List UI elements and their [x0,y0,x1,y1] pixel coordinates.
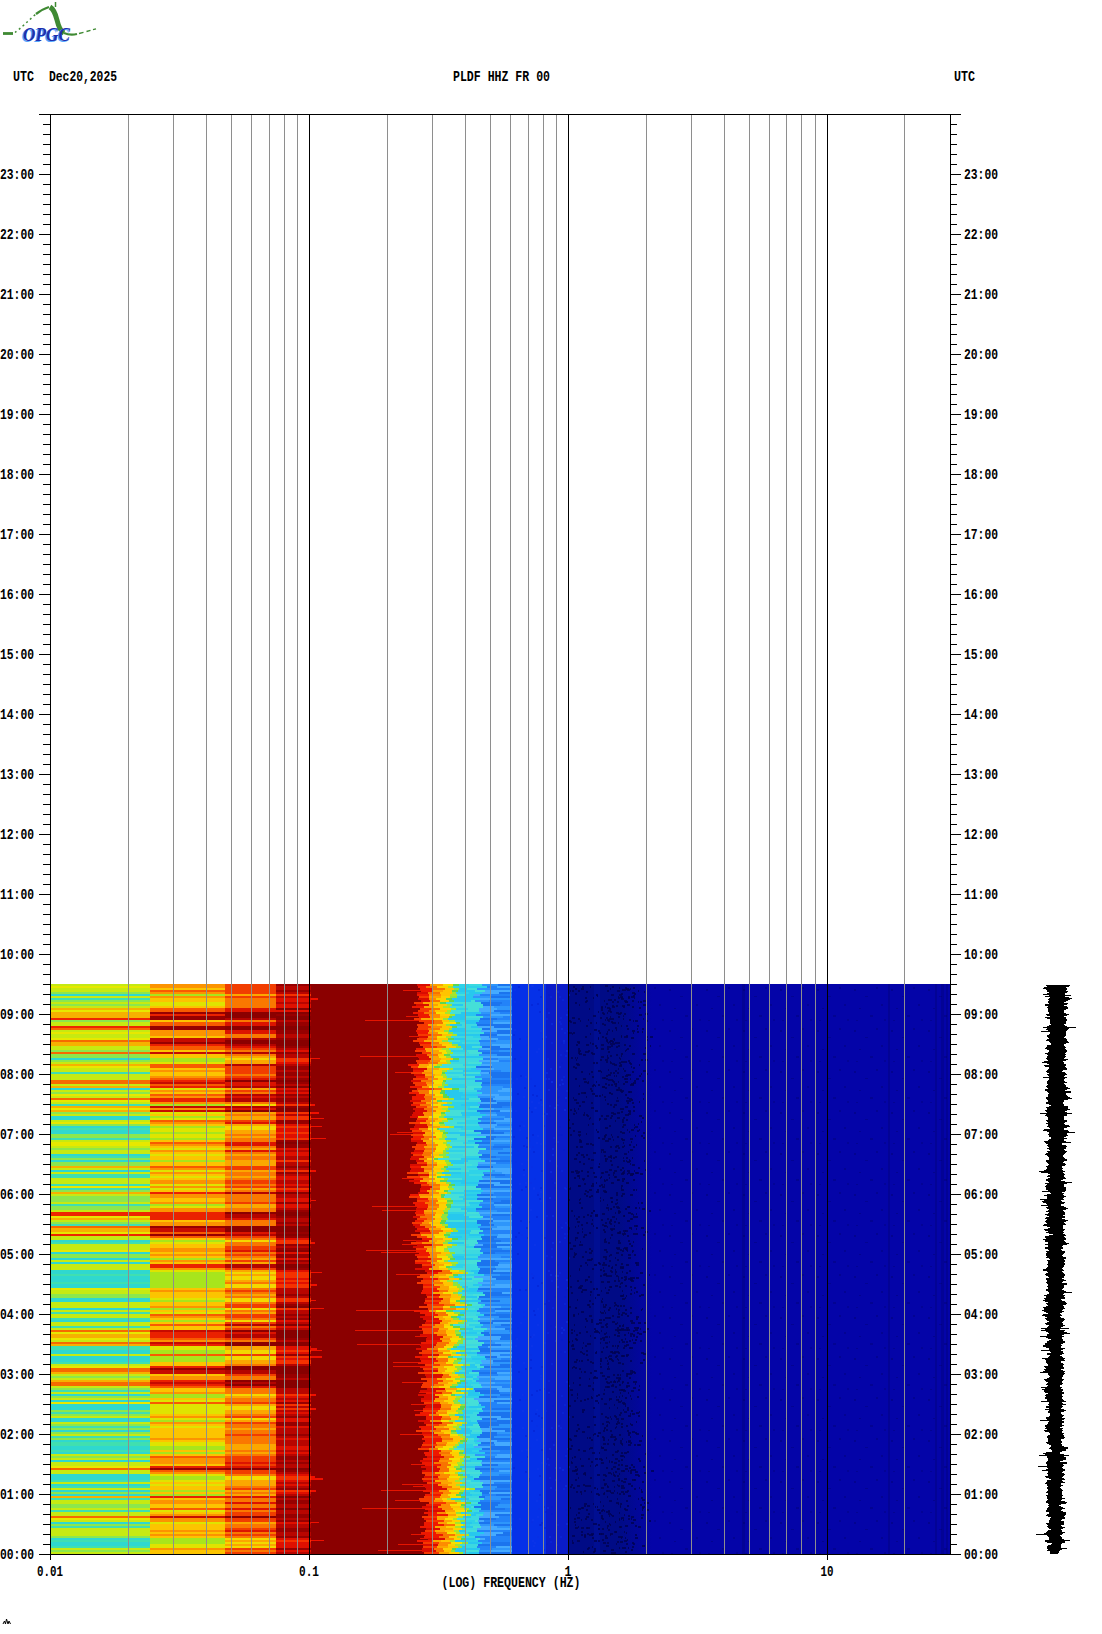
svg-text:17:00: 17:00 [964,527,998,543]
svg-text:UTC: UTC [13,69,34,85]
svg-text:06:00: 06:00 [0,1187,34,1203]
svg-text:21:00: 21:00 [0,287,34,303]
svg-text:05:00: 05:00 [0,1247,34,1263]
svg-text:(LOG) FREQUENCY (HZ): (LOG) FREQUENCY (HZ) [442,1575,581,1591]
svg-text:14:00: 14:00 [0,707,34,723]
svg-text:0.01: 0.01 [37,1564,63,1580]
svg-text:10:00: 10:00 [0,947,34,963]
svg-text:18:00: 18:00 [964,467,998,483]
svg-text:23:00: 23:00 [964,167,998,183]
svg-text:17:00: 17:00 [0,527,34,543]
svg-text:20:00: 20:00 [0,347,34,363]
svg-text:21:00: 21:00 [964,287,998,303]
svg-text:08:00: 08:00 [964,1067,998,1083]
svg-text:19:00: 19:00 [0,407,34,423]
svg-text:02:00: 02:00 [964,1427,998,1443]
svg-text:11:00: 11:00 [964,887,998,903]
svg-text:13:00: 13:00 [964,767,998,783]
svg-text:07:00: 07:00 [0,1127,34,1143]
svg-text:03:00: 03:00 [964,1367,998,1383]
svg-text:08:00: 08:00 [0,1067,34,1083]
svg-text:04:00: 04:00 [964,1307,998,1323]
svg-text:15:00: 15:00 [964,647,998,663]
svg-text:22:00: 22:00 [964,227,998,243]
svg-text:UTC: UTC [954,69,975,85]
svg-text:11:00: 11:00 [0,887,34,903]
svg-text:16:00: 16:00 [964,587,998,603]
svg-text:23:00: 23:00 [0,167,34,183]
svg-text:07:00: 07:00 [964,1127,998,1143]
svg-text:12:00: 12:00 [0,827,34,843]
svg-text:20:00: 20:00 [964,347,998,363]
svg-text:12:00: 12:00 [964,827,998,843]
svg-text:00:00: 00:00 [964,1547,998,1563]
svg-text:10:00: 10:00 [964,947,998,963]
svg-text:10: 10 [821,1564,834,1580]
svg-text:05:00: 05:00 [964,1247,998,1263]
svg-text:15:00: 15:00 [0,647,34,663]
svg-text:18:00: 18:00 [0,467,34,483]
svg-text:16:00: 16:00 [0,587,34,603]
svg-text:14:00: 14:00 [964,707,998,723]
svg-text:01:00: 01:00 [964,1487,998,1503]
svg-text:22:00: 22:00 [0,227,34,243]
svg-text:00:00: 00:00 [0,1547,34,1563]
svg-text:OPGC: OPGC [23,25,71,45]
svg-text:Dec20,2025: Dec20,2025 [49,69,117,85]
svg-text:04:00: 04:00 [0,1307,34,1323]
svg-text:PLDF HHZ FR 00: PLDF HHZ FR 00 [453,69,550,85]
svg-text:03:00: 03:00 [0,1367,34,1383]
svg-text:09:00: 09:00 [964,1007,998,1023]
svg-text:19:00: 19:00 [964,407,998,423]
svg-text:09:00: 09:00 [0,1007,34,1023]
svg-text:01:00: 01:00 [0,1487,34,1503]
svg-text:13:00: 13:00 [0,767,34,783]
svg-text:06:00: 06:00 [964,1187,998,1203]
svg-text:0.1: 0.1 [299,1564,319,1580]
svg-text:02:00: 02:00 [0,1427,34,1443]
